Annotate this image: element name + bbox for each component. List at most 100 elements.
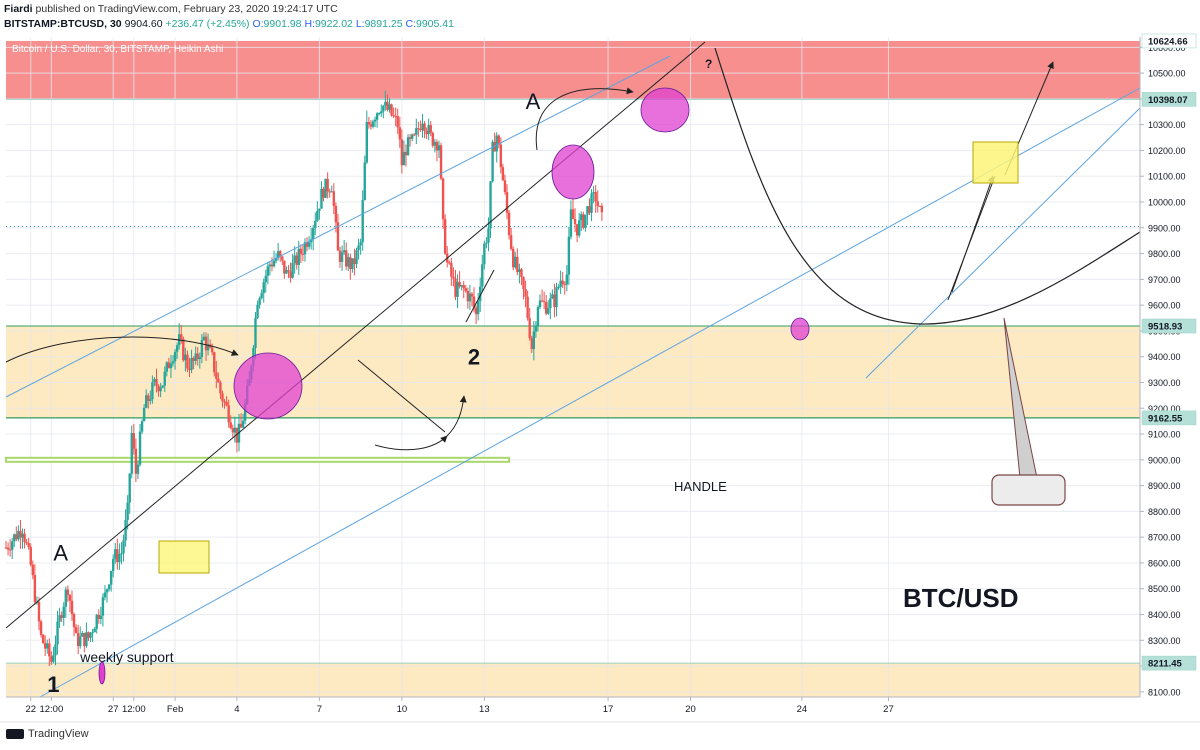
resistance-zone [6,40,1140,100]
price-tick-label: 9400.00 [1148,352,1181,362]
candle-body [305,242,309,247]
candle-body [555,287,558,308]
candle-body [571,209,575,220]
candle-body [19,530,22,538]
time-tick-label: 12:00 [122,704,146,715]
tradingview-footer[interactable]: TradingView [6,728,89,740]
price-label: 10398.07 [1148,95,1188,106]
candle-body [468,293,472,302]
candle-body [565,274,569,285]
candle-body [95,614,98,629]
time-tick-label: 20 [685,704,696,715]
candle-body [367,122,371,125]
price-label: 9162.55 [1148,413,1183,424]
candle-body [157,385,160,392]
candle-body [15,534,18,540]
candle-body [342,250,346,253]
candle-body [17,530,20,540]
candle-body [171,361,175,364]
candle-body [443,219,447,254]
candle-body [182,338,185,361]
time-tick-label: 27 [108,704,119,715]
candle-body [103,592,107,598]
candle-body [81,633,84,637]
candle-body [441,178,445,220]
candle-body [524,289,527,297]
candle-body [410,134,414,139]
candle-body [274,258,278,261]
candle-body [520,269,523,277]
candle-body [122,540,125,554]
arrow-curve-top [535,87,634,151]
candle-body [52,655,55,662]
candle-body [547,308,550,314]
close-label: C: [405,18,416,30]
time-tick-label: Feb [167,704,183,715]
candle-body [254,318,257,348]
price-tick-label: 8600.00 [1148,558,1181,568]
candle-body [33,575,37,602]
annotation-handle: HANDLE [674,479,727,494]
publisher-line: Fiardi published on TradingView.com, Feb… [4,3,338,15]
candle-body [83,633,86,647]
candle-body [421,123,424,131]
candle-body [109,570,113,585]
candle-body [532,331,536,350]
candle-body [336,222,340,251]
candle-body [324,178,327,198]
author-name[interactable]: Fiardi [4,3,33,15]
candle-body [474,307,478,315]
price-tick-label: 9100.00 [1148,430,1181,440]
candle-body [460,285,463,287]
candle-body [377,113,381,115]
candle-body [439,145,443,179]
price-change: +236.47 (+2.45%) [165,18,250,30]
candle-body [450,262,453,277]
candle-body [270,264,274,267]
candle-body [215,372,218,379]
candle-body [429,125,432,133]
candle-body [491,141,494,182]
candle-body [256,304,259,319]
candle-body [142,407,146,422]
candle-body [476,301,480,315]
candle-body [279,251,282,257]
symbol-name[interactable]: BITSTAMP:BTCUSD, 30 [4,18,122,30]
candle-body [233,427,237,433]
highlight-circle [551,144,595,200]
price-chart[interactable]: Bitcoin / U.S. Dollar, 30, BITSTAMP, Hei… [0,0,1200,725]
candle-body [239,423,243,428]
price-tick-label: 9600.00 [1148,301,1181,311]
candle-body [293,255,296,263]
candle-body [10,541,14,550]
price-tick-label: 8800.00 [1148,507,1181,517]
candle-body [219,382,222,394]
candle-body [268,264,272,267]
annotation-weekly-support: weekly support [79,649,173,665]
open-label: O: [252,18,264,30]
candle-body [388,104,391,110]
candle-body [357,245,360,251]
candle-body [522,276,525,290]
trendline [465,269,495,323]
candle-body [58,615,61,622]
candle-body [8,549,12,551]
candle-body [196,353,199,360]
candle-body [266,266,270,276]
time-tick-label: 7 [317,704,322,715]
candle-body [340,252,344,262]
candle-body [89,632,92,638]
price-label-box [1141,33,1197,49]
candle-body [544,302,548,314]
candle-body [590,193,593,213]
price-tick-label: 8500.00 [1148,584,1181,594]
candle-body [567,236,571,275]
candle-body [229,422,232,429]
candle-body [534,326,538,332]
btcusd-watermark: BTC/USD [903,583,1019,613]
candle-body [373,119,377,122]
candle-body [283,260,286,274]
candle-body [124,519,127,541]
candle-body [112,558,115,571]
candle-body [299,248,303,254]
